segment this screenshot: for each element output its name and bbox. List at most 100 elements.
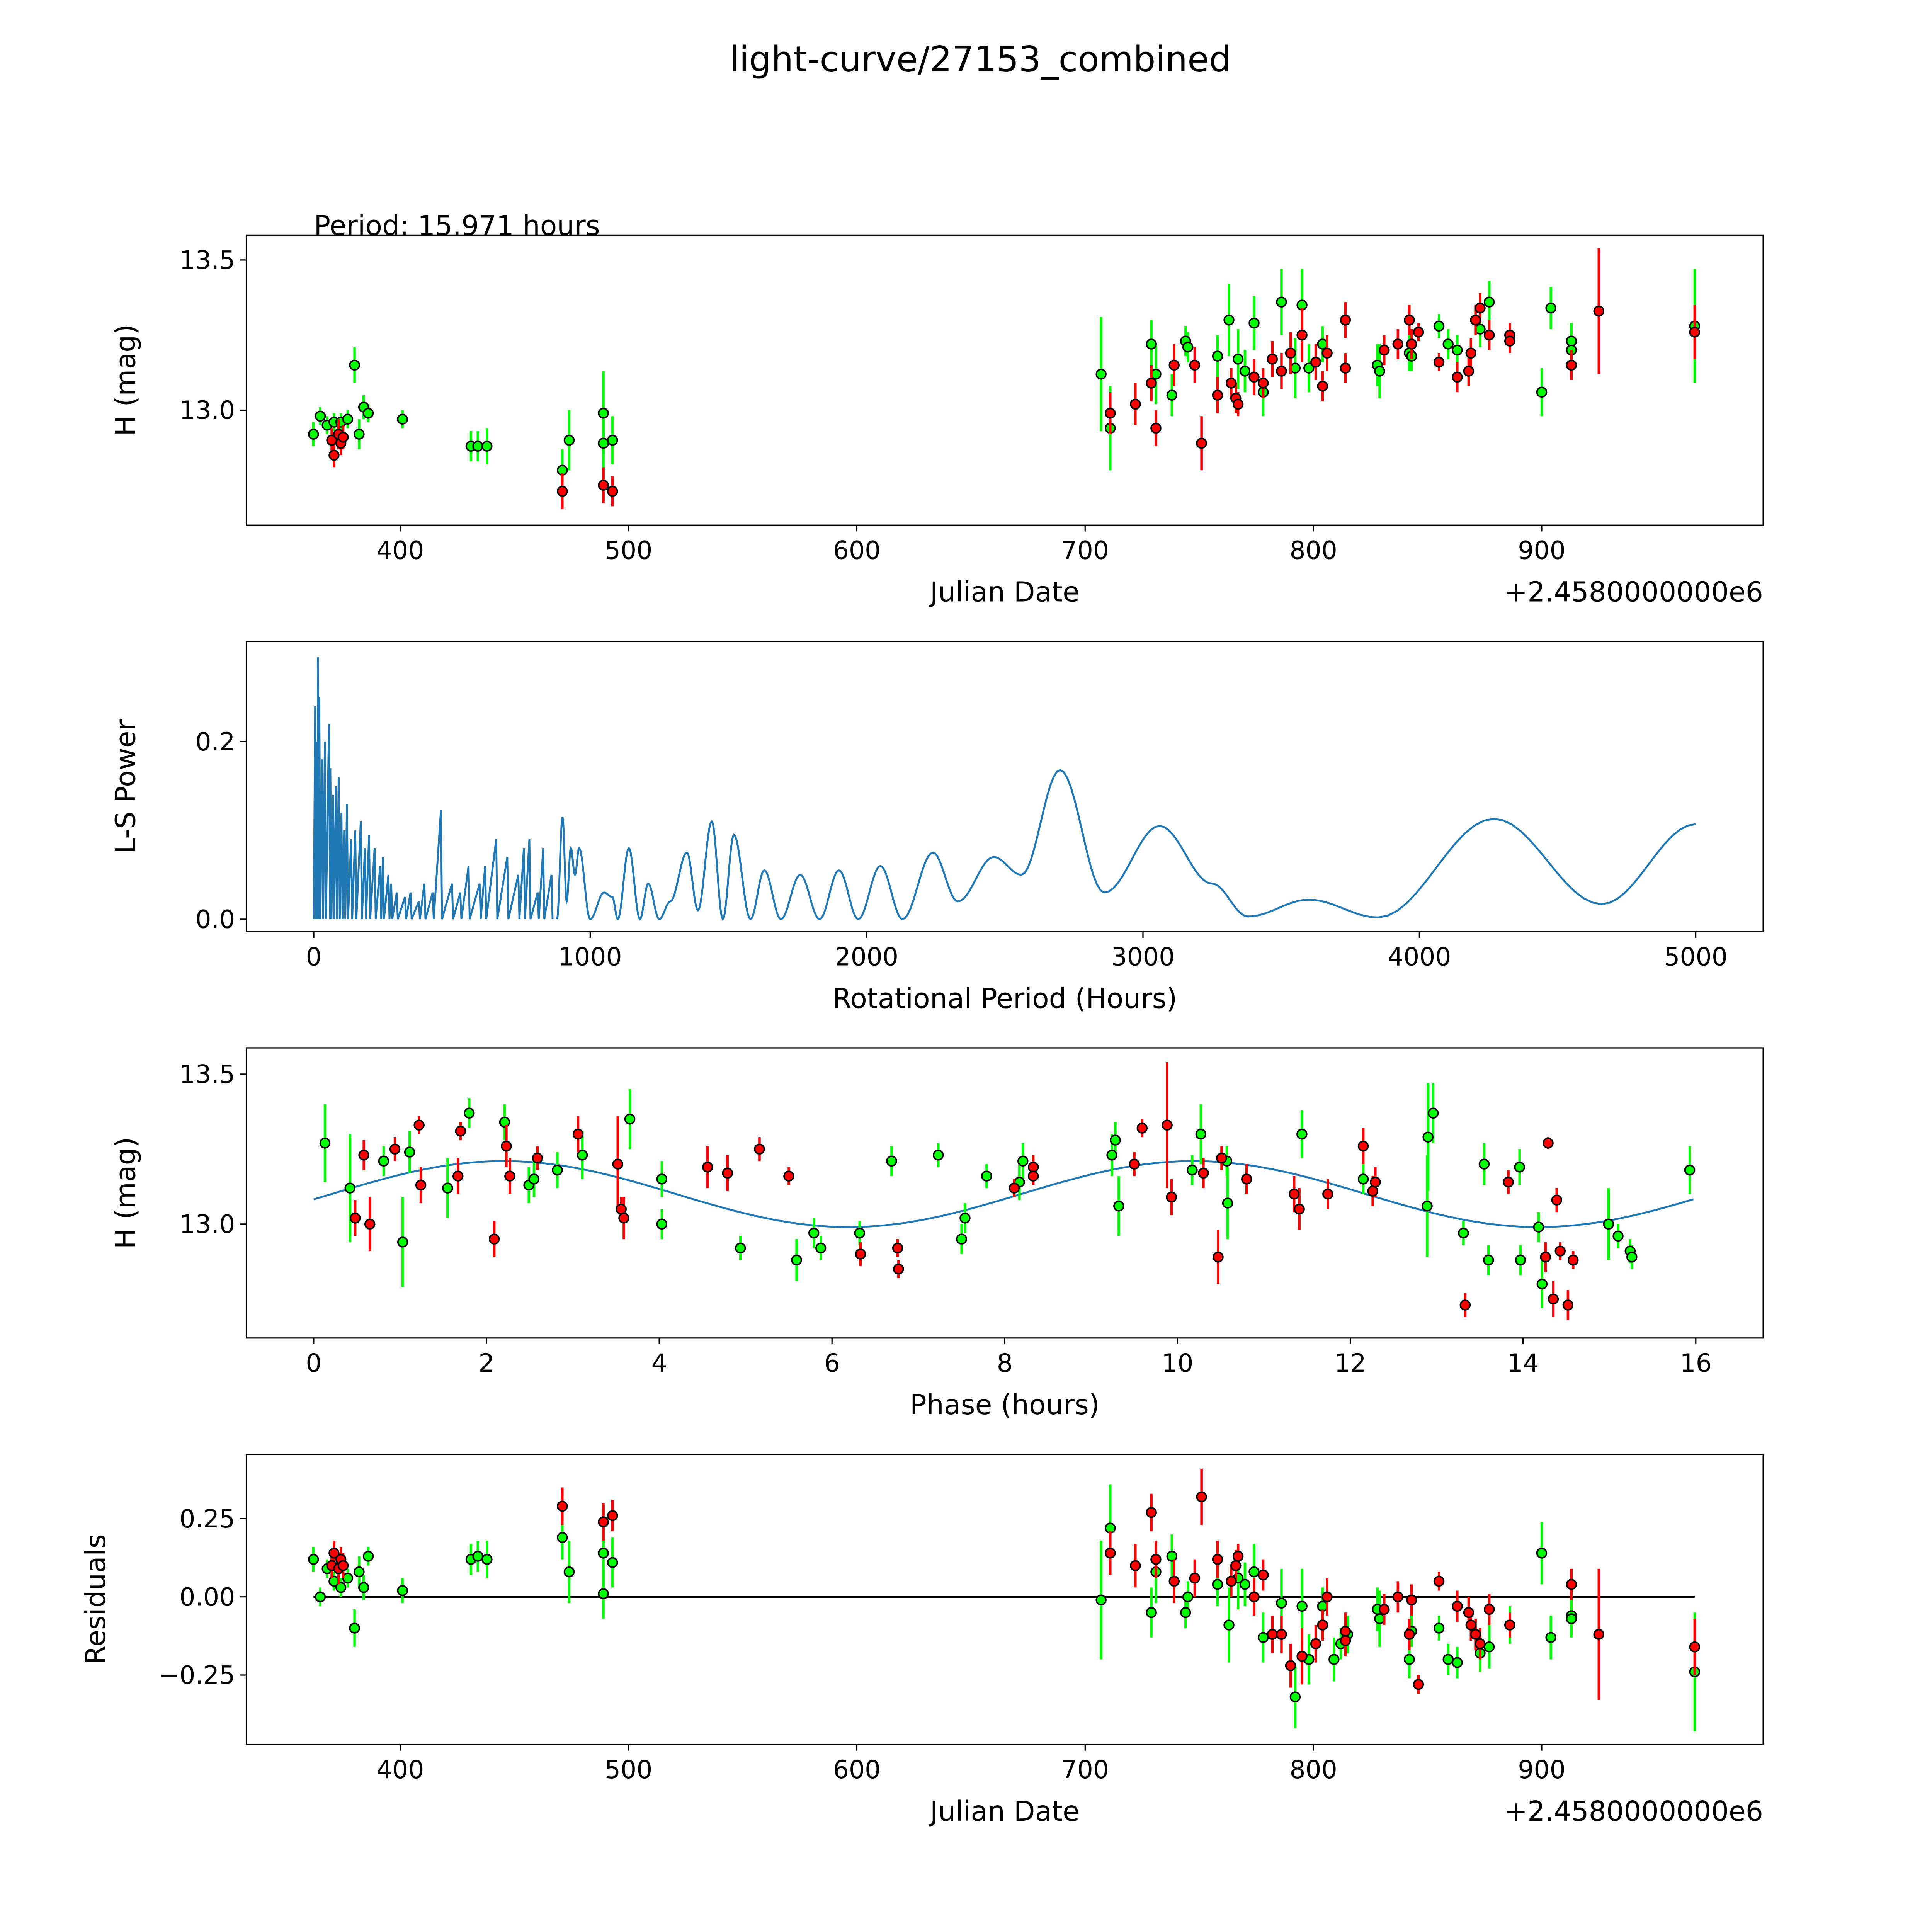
red-point [1475, 1638, 1486, 1650]
figure-title: light-curve/27153_combined [730, 39, 1231, 80]
green-point [1452, 1657, 1463, 1668]
y-tick-label: 13.5 [179, 246, 235, 275]
x-tick-label: 12 [1334, 1349, 1366, 1378]
red-point [1166, 1191, 1177, 1203]
panel-phased: 0 2 4 6 8 10 12 14 16 13.0 13.5 Phase (hours) H (mag… [110, 1047, 1764, 1421]
green-point [528, 1173, 540, 1185]
red-point [1241, 1173, 1252, 1185]
x-tick-label: 6 [824, 1349, 840, 1378]
green-point [1684, 1164, 1696, 1176]
green-point [1276, 1597, 1287, 1609]
x-tick-label: 5000 [1664, 942, 1728, 971]
green-point [344, 1182, 356, 1194]
red-point [607, 486, 618, 497]
axes-frame [245, 234, 1764, 526]
green-point [886, 1155, 897, 1167]
green-point [335, 1582, 347, 1593]
x-tick-label: 600 [833, 1755, 881, 1784]
red-point [1465, 347, 1477, 359]
green-point [1442, 1654, 1454, 1665]
x-tick-label: 800 [1289, 1755, 1337, 1784]
red-point [1321, 347, 1333, 359]
green-point [1626, 1252, 1638, 1263]
red-point [1404, 315, 1415, 326]
red-point [598, 1516, 609, 1527]
x-tick-label: 10 [1162, 1349, 1193, 1378]
red-point [1392, 338, 1403, 350]
red-point [337, 1560, 349, 1571]
axes-frame [245, 1047, 1764, 1339]
green-point [1095, 1594, 1107, 1606]
y-tick-label: 0.2 [195, 728, 235, 757]
red-point [1452, 1600, 1463, 1612]
red-point [1379, 1604, 1390, 1615]
green-point [1433, 320, 1445, 332]
green-point [1442, 338, 1454, 350]
red-point [1189, 1572, 1201, 1584]
red-point [783, 1170, 794, 1182]
red-point [557, 1500, 568, 1512]
red-point [1340, 1626, 1351, 1637]
green-point [1422, 1201, 1433, 1212]
red-point [337, 432, 349, 443]
red-point [1566, 359, 1577, 371]
plot-area [313, 657, 1696, 921]
green-point [1458, 1227, 1469, 1239]
red-point [1543, 1138, 1554, 1149]
green-point [791, 1254, 802, 1266]
x-tick-label: 14 [1507, 1349, 1539, 1378]
green-point [598, 408, 609, 419]
axes-frame [245, 641, 1764, 932]
red-point [1027, 1162, 1039, 1173]
red-point [1196, 437, 1207, 449]
red-point [1566, 1579, 1577, 1590]
red-point [1483, 1604, 1495, 1615]
x-axis-label: Phase (hours) [910, 1389, 1100, 1421]
y-axis-label: H (mag) [110, 324, 142, 436]
green-point [1357, 1173, 1369, 1185]
green-point [1483, 1254, 1494, 1266]
green-point [342, 413, 354, 425]
green-point [354, 429, 365, 440]
red-point [1296, 329, 1308, 341]
red-point [1257, 378, 1269, 389]
green-point [956, 1233, 967, 1245]
red-point [1257, 1569, 1269, 1581]
y-axis-label: L-S Power [110, 719, 142, 854]
green-point [1180, 1607, 1191, 1618]
red-point [1540, 1252, 1551, 1263]
green-point [598, 1548, 609, 1559]
green-point [557, 1532, 568, 1543]
green-point [1478, 1158, 1490, 1170]
green-point [1182, 342, 1194, 353]
red-point [1310, 1638, 1321, 1650]
periodogram-spikes [313, 657, 554, 920]
plot-area [313, 1062, 1696, 1320]
red-point [1340, 315, 1351, 326]
red-point [1216, 1152, 1227, 1164]
red-point [1146, 1507, 1157, 1518]
red-point [1296, 1651, 1308, 1662]
green-point [349, 1622, 360, 1634]
green-point [959, 1213, 971, 1224]
green-point [815, 1242, 827, 1254]
panel-residuals: 400 500 600 700 800 900 −0.25 0.00 0.25 Julian Da… [80, 1454, 1764, 1827]
green-point [472, 440, 483, 452]
red-point [1593, 305, 1604, 317]
red-point [1189, 359, 1201, 371]
green-point [1536, 386, 1548, 398]
red-point [1406, 1594, 1417, 1606]
green-point [358, 1582, 369, 1593]
plot-area [308, 1468, 1701, 1731]
green-point [607, 435, 618, 446]
green-point [1422, 1131, 1434, 1143]
red-point [1212, 389, 1223, 401]
green-point [981, 1170, 992, 1182]
red-point [1168, 359, 1180, 371]
green-point [1533, 1221, 1544, 1233]
green-point [735, 1242, 746, 1254]
x-tick-label: 0 [306, 942, 321, 971]
green-point [854, 1227, 865, 1239]
green-point [1239, 1579, 1251, 1590]
x-tick-label: 500 [605, 1755, 653, 1784]
